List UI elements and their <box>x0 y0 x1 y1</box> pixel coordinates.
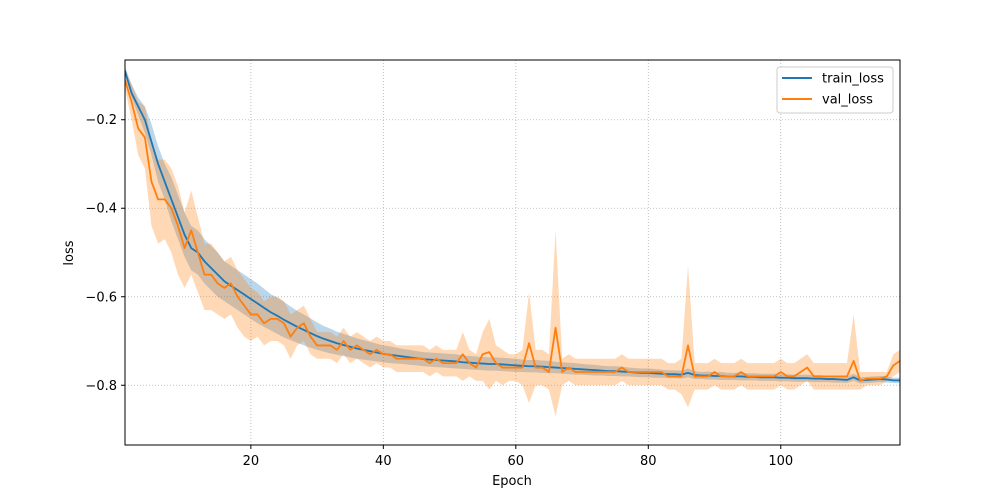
y-tick-label: −0.6 <box>85 290 117 305</box>
confidence-bands <box>125 66 900 417</box>
y-tick-label: −0.8 <box>85 379 117 394</box>
grid-lines <box>125 60 900 445</box>
x-tick-label: 40 <box>375 454 392 469</box>
y-tick-label: −0.4 <box>85 202 117 217</box>
y-tick-label: −0.2 <box>85 113 117 128</box>
legend: train_loss val_loss <box>776 66 894 114</box>
train-loss-line <box>125 70 900 382</box>
val-loss-line <box>125 79 900 382</box>
series-lines <box>125 70 900 382</box>
y-axis-label: loss <box>62 240 77 265</box>
legend-label-train-loss: train_loss <box>822 72 884 87</box>
train-loss-band <box>125 66 900 384</box>
axis-ticks: 20 40 60 80 100 −0.2 −0.4 −0.6 −0.8 <box>85 113 793 469</box>
x-tick-label: 80 <box>640 454 657 469</box>
x-axis-label: Epoch <box>492 474 532 489</box>
val-loss-band <box>125 71 900 417</box>
x-tick-label: 100 <box>768 454 793 469</box>
legend-label-val-loss: val_loss <box>822 93 873 108</box>
x-tick-label: 20 <box>243 454 260 469</box>
plot-frame <box>124 59 901 446</box>
x-tick-label: 60 <box>508 454 525 469</box>
